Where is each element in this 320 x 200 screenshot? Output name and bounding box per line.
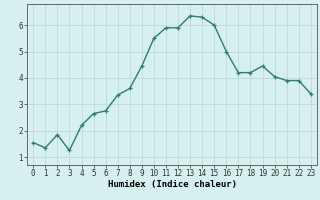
X-axis label: Humidex (Indice chaleur): Humidex (Indice chaleur) — [108, 180, 236, 189]
